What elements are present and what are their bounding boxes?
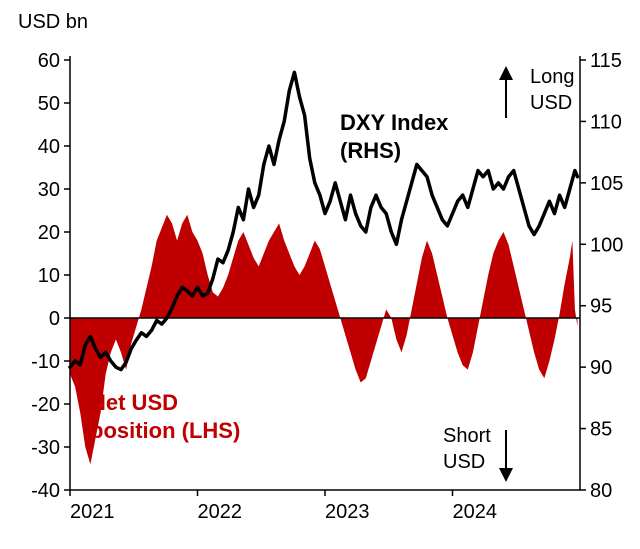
- x-tick-label: 2023: [325, 501, 370, 523]
- y-left-tick-label: 10: [38, 265, 60, 287]
- y-right-tick-label: 95: [590, 296, 612, 318]
- x-tick-label: 2024: [453, 501, 498, 523]
- dxy-series-label: (RHS): [340, 138, 401, 163]
- y-left-unit-label: USD bn: [18, 11, 88, 33]
- y-left-tick-label: -10: [31, 351, 60, 373]
- y-left-tick-label: 20: [38, 222, 60, 244]
- net-usd-series-label: position (LHS): [90, 418, 240, 443]
- y-left-tick-label: 0: [49, 308, 60, 330]
- annotation-text: Long: [530, 66, 575, 88]
- annotation-text: USD: [443, 451, 485, 473]
- dxy-series-label: DXY Index: [340, 110, 449, 135]
- y-left-tick-label: 60: [38, 50, 60, 72]
- x-tick-label: 2022: [198, 501, 243, 523]
- y-left-tick-label: -40: [31, 480, 60, 502]
- y-right-tick-label: 110: [590, 111, 622, 133]
- y-right-tick-label: 100: [590, 234, 623, 256]
- y-left-tick-label: -30: [31, 437, 60, 459]
- net-usd-series-label: Net USD: [90, 390, 178, 415]
- y-right-tick-label: 85: [590, 419, 612, 441]
- chart-svg: USD bn -40 -30 -20 -10 0 10 20 30 40 50 60 80 85 90 95 1…: [0, 0, 640, 549]
- chart-container: USD bn -40 -30 -20 -10 0 10 20 30 40 50 60 80 85 90 95 1…: [0, 0, 640, 549]
- y-right-tick-label: 115: [590, 50, 622, 72]
- y-left-tick-label: 40: [38, 136, 60, 158]
- y-left-tick-label: -20: [31, 394, 60, 416]
- y-right-tick-label: 105: [590, 173, 623, 195]
- y-right-tick-label: 80: [590, 480, 612, 502]
- y-right-tick-label: 90: [590, 357, 612, 379]
- annotation-text: Short: [443, 425, 491, 447]
- x-tick-label: 2021: [70, 501, 115, 523]
- y-left-tick-label: 30: [38, 179, 60, 201]
- annotation-text: USD: [530, 92, 572, 114]
- y-left-tick-label: 50: [38, 93, 60, 115]
